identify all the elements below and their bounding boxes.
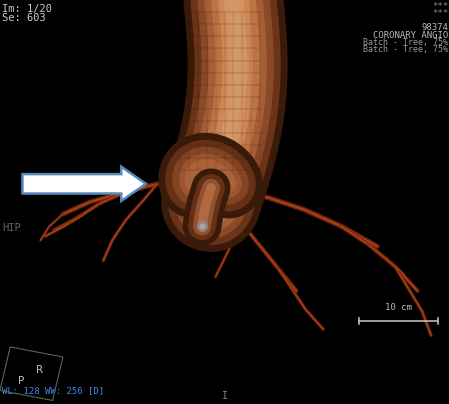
FancyArrow shape xyxy=(22,166,146,201)
Bar xyxy=(0,347,63,400)
Text: WL: 128 WW: 256 [D]: WL: 128 WW: 256 [D] xyxy=(2,386,104,395)
Text: Batch - Tree, 75%: Batch - Tree, 75% xyxy=(363,38,448,47)
Text: 98374: 98374 xyxy=(421,23,448,32)
Text: I: I xyxy=(221,391,228,401)
Text: Im: 1/20: Im: 1/20 xyxy=(2,4,52,14)
Text: ***: *** xyxy=(432,2,448,11)
Text: 10 cm: 10 cm xyxy=(385,303,412,312)
Text: Batch - Tree, 75%: Batch - Tree, 75% xyxy=(363,45,448,54)
Text: ***: *** xyxy=(432,9,448,18)
Text: Se: 603: Se: 603 xyxy=(2,13,46,23)
Text: CORONARY ANGIO: CORONARY ANGIO xyxy=(373,31,448,40)
Text: R: R xyxy=(36,365,43,375)
Text: P: P xyxy=(18,376,25,385)
Text: HIP: HIP xyxy=(2,223,21,233)
